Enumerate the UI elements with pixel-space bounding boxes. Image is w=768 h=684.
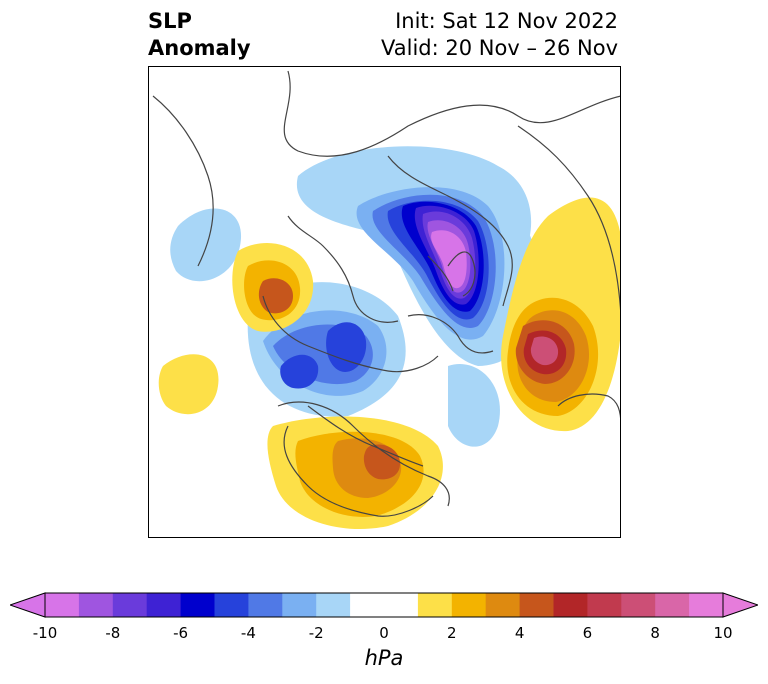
colorbar-segment — [350, 593, 385, 617]
colorbar-extend-max — [722, 592, 758, 618]
colorbar-segment — [316, 593, 351, 617]
colorbar-tick-label: -4 — [240, 624, 256, 642]
colorbar-segment — [621, 593, 656, 617]
colorbar-tick-label: 0 — [379, 624, 389, 642]
colorbar-segment — [485, 593, 521, 617]
anomaly-contour-crimson-europe — [530, 336, 559, 366]
colorbar-border — [44, 592, 724, 618]
anomaly-contour-yellow-pacific — [158, 354, 219, 415]
anomaly-contour-lightblue-west — [170, 208, 242, 282]
colorbar-segment — [417, 593, 453, 617]
map-dates: Init: Sat 12 Nov 2022 Valid: 20 Nov – 26… — [381, 8, 618, 62]
colorbar-tick-label: -8 — [105, 624, 121, 642]
init-date: Init: Sat 12 Nov 2022 — [395, 9, 618, 33]
colorbar-segment — [384, 593, 419, 617]
anomaly-contour-canada-blue-4 — [326, 322, 367, 372]
colorbar-segment — [248, 593, 283, 617]
colorbar-segment — [45, 593, 80, 617]
colorbar-segment — [689, 593, 724, 617]
colorbar-tick-label: 10 — [713, 624, 733, 642]
title-variable: SLP — [148, 9, 192, 33]
colorbar-tick-label: -10 — [32, 624, 58, 642]
colorbar-segment — [519, 593, 554, 617]
slp-anomaly-map — [148, 66, 621, 538]
colorbar — [10, 592, 758, 618]
colorbar-tick-label: 2 — [447, 624, 457, 642]
colorbar-segment — [451, 593, 487, 617]
coastlines — [152, 70, 621, 517]
colorbar-unit-label: hPa — [364, 646, 404, 670]
colorbar-segment — [112, 593, 148, 617]
colorbar-segment — [78, 593, 114, 617]
map-title: SLP Anomaly — [148, 8, 251, 62]
colorbar-segment — [214, 593, 249, 617]
anomaly-contour-magenta — [431, 230, 467, 289]
colorbar-tick-label: 4 — [514, 624, 525, 642]
colorbar-tick-label: 6 — [582, 624, 593, 642]
title-type: Anomaly — [148, 36, 251, 60]
colorbar-segment — [282, 593, 317, 617]
colorbar-segment — [553, 593, 588, 617]
anomaly-contour-lightblue-atlantic — [448, 364, 500, 447]
colorbar-extend-min — [10, 592, 46, 618]
colorbar-segment — [146, 593, 182, 617]
colorbar-tick-label: -6 — [173, 624, 189, 642]
colorbar-segment — [587, 593, 622, 617]
valid-range: Valid: 20 Nov – 26 Nov — [381, 36, 618, 60]
colorbar-tick-label: -2 — [308, 624, 324, 642]
anomaly-contour-red-asia — [258, 278, 293, 314]
colorbar-segment — [180, 593, 215, 617]
colorbar-segment — [655, 593, 690, 617]
anomaly-contour-canada-blue-3 — [280, 354, 319, 389]
colorbar-tick-label: 8 — [650, 624, 660, 642]
